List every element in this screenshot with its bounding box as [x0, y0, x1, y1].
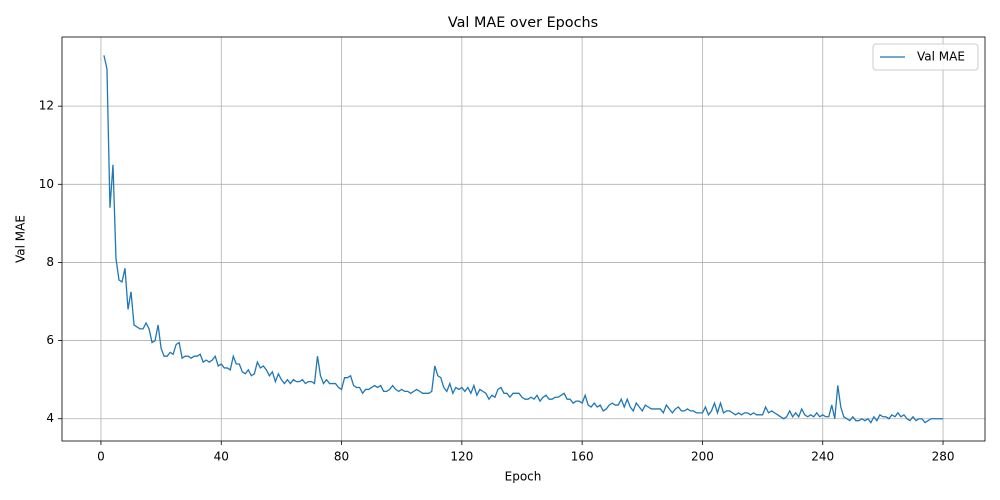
x-tick-label: 280 [932, 450, 955, 464]
legend: Val MAE [872, 43, 979, 71]
x-tick-label: 240 [811, 450, 834, 464]
x-tick-label: 160 [571, 450, 594, 464]
x-tick-label: 120 [450, 450, 473, 464]
x-tick-label: 200 [691, 450, 714, 464]
y-tick-label: 10 [39, 177, 54, 191]
y-tick-label: 12 [39, 99, 54, 113]
data-line [103, 55, 944, 424]
x-tick-label: 0 [97, 450, 105, 464]
legend-box [872, 43, 979, 71]
y-tick-label: 8 [46, 255, 54, 269]
x-tick-label: 80 [334, 450, 349, 464]
chart-title: Val MAE over Epochs [448, 15, 598, 31]
legend-label: Val MAE [917, 50, 965, 64]
y-tick-label: 6 [46, 333, 54, 347]
x-tick-label: 40 [214, 450, 229, 464]
y-axis-label: Val MAE [14, 215, 28, 263]
y-tick-label: 4 [46, 411, 54, 425]
plot-frame [61, 36, 986, 442]
x-axis-label: Epoch [505, 470, 542, 484]
